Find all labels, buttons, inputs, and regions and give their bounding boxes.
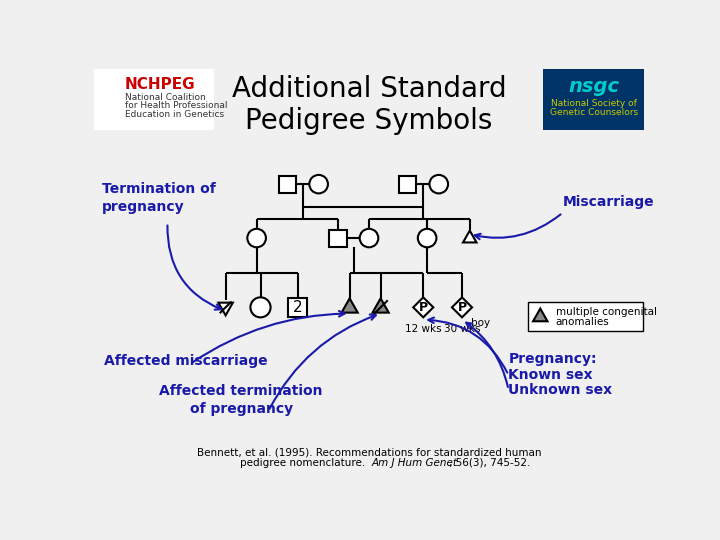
Text: Miscarriage: Miscarriage [563, 195, 654, 209]
Polygon shape [372, 298, 389, 313]
Polygon shape [218, 302, 233, 315]
Text: anomalies: anomalies [556, 318, 610, 327]
FancyBboxPatch shape [289, 298, 307, 316]
FancyBboxPatch shape [330, 230, 346, 247]
FancyBboxPatch shape [528, 302, 642, 331]
Text: NCHPEG: NCHPEG [125, 77, 196, 92]
Text: 2: 2 [293, 300, 302, 315]
Polygon shape [341, 298, 358, 313]
Text: for Health Professional: for Health Professional [125, 101, 228, 110]
Text: multiple congenital: multiple congenital [556, 307, 657, 316]
FancyBboxPatch shape [94, 69, 214, 130]
Polygon shape [413, 298, 433, 318]
Text: Am J Hum Genet: Am J Hum Genet [372, 458, 457, 468]
Circle shape [248, 229, 266, 247]
Text: National Coalition: National Coalition [125, 93, 206, 102]
Text: Pregnancy:: Pregnancy: [508, 352, 597, 366]
Text: P: P [419, 301, 428, 314]
Circle shape [429, 175, 448, 193]
Text: Genetic Counselors: Genetic Counselors [549, 108, 638, 117]
Text: 30 wks: 30 wks [444, 325, 480, 334]
Polygon shape [533, 308, 547, 321]
Text: Education in Genetics: Education in Genetics [125, 110, 224, 119]
FancyBboxPatch shape [544, 69, 644, 130]
Circle shape [251, 298, 271, 318]
Text: Unknown sex: Unknown sex [508, 383, 613, 397]
Text: Termination of
pregnancy: Termination of pregnancy [102, 182, 215, 214]
Text: 12 wks: 12 wks [405, 325, 441, 334]
Text: P: P [457, 301, 467, 314]
Text: , 56(3), 745-52.: , 56(3), 745-52. [449, 458, 530, 468]
Text: Bennett, et al. (1995). Recommendations for standardized human: Bennett, et al. (1995). Recommendations … [197, 447, 541, 457]
Text: Known sex: Known sex [508, 368, 593, 382]
Circle shape [360, 229, 378, 247]
Text: Affected miscarriage: Affected miscarriage [104, 354, 268, 368]
Text: Affected termination
of pregnancy: Affected termination of pregnancy [159, 383, 323, 416]
FancyBboxPatch shape [279, 176, 296, 193]
Text: Additional Standard
Pedigree Symbols: Additional Standard Pedigree Symbols [232, 75, 506, 135]
Text: boy: boy [472, 318, 490, 328]
Text: pedigree nomenclature.: pedigree nomenclature. [240, 458, 369, 468]
Text: nsgc: nsgc [568, 77, 619, 96]
Circle shape [310, 175, 328, 193]
Polygon shape [452, 298, 472, 318]
Polygon shape [463, 231, 477, 242]
FancyBboxPatch shape [399, 176, 416, 193]
Circle shape [418, 229, 436, 247]
Text: National Society of: National Society of [551, 99, 636, 108]
